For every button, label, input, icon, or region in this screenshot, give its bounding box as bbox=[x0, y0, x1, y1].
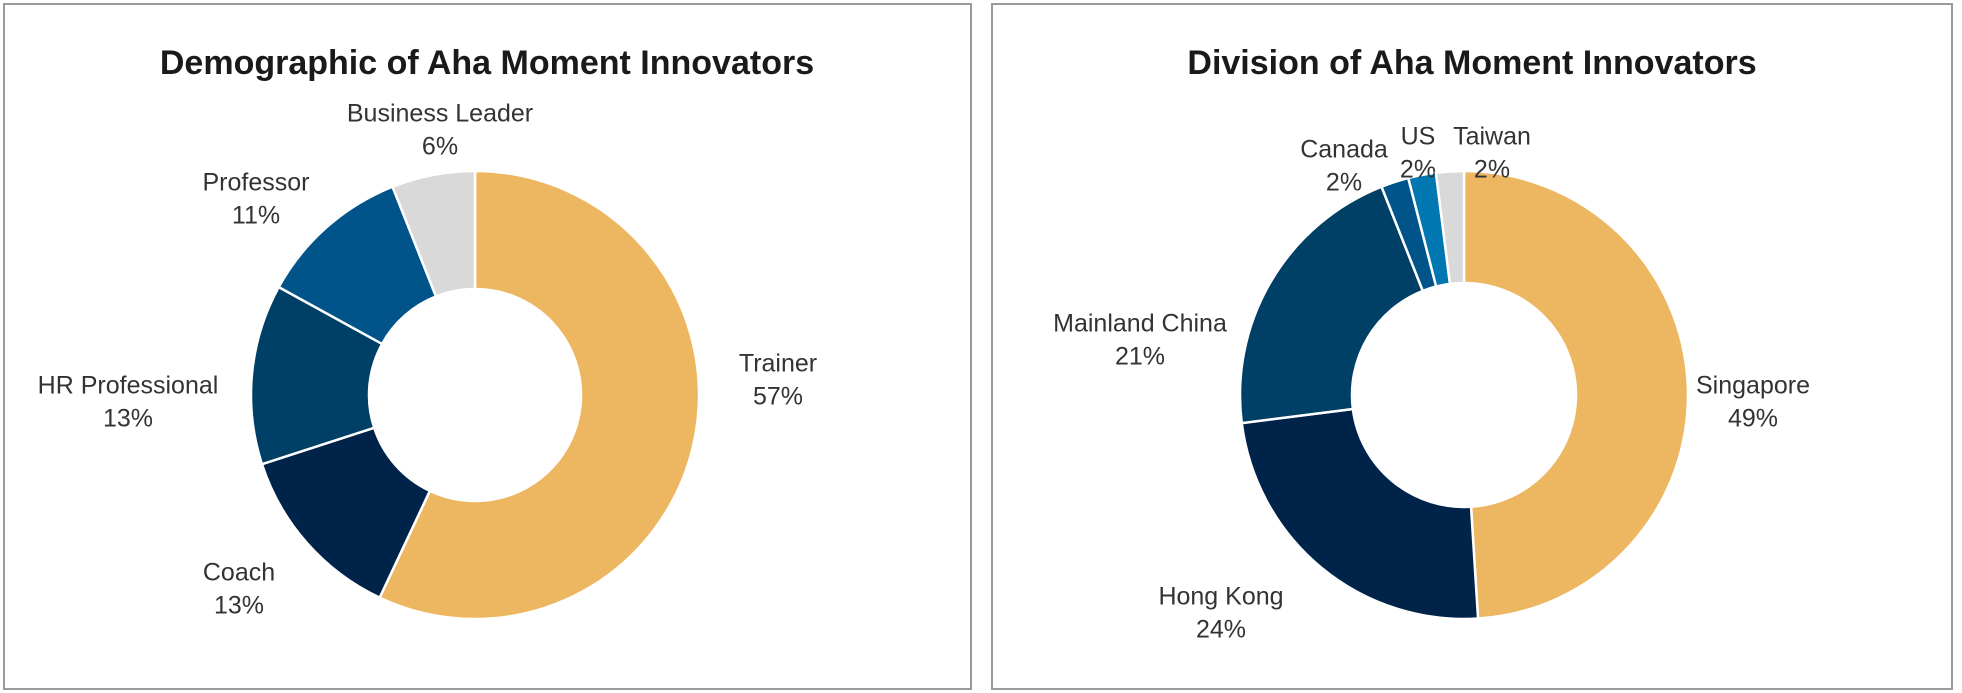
slice-label: Singapore bbox=[1696, 372, 1810, 400]
slice-value-label: 2% bbox=[1326, 169, 1362, 197]
slice-value-label: 2% bbox=[1400, 156, 1436, 184]
donut-slice bbox=[1238, 185, 1425, 425]
slice-label: Professor bbox=[203, 169, 310, 197]
donut-slice bbox=[1434, 169, 1466, 286]
slice-value-label: 13% bbox=[214, 592, 264, 620]
chart-title: Division of Aha Moment Innovators bbox=[1187, 44, 1756, 82]
slice-value-label: 2% bbox=[1474, 156, 1510, 184]
slice-label: Business Leader bbox=[347, 100, 533, 128]
donut-slice bbox=[1240, 407, 1480, 621]
donut-slice bbox=[1462, 169, 1690, 620]
chart-title: Demographic of Aha Moment Innovators bbox=[160, 44, 814, 82]
slice-value-label: 21% bbox=[1115, 343, 1165, 371]
slice-value-label: 13% bbox=[103, 405, 153, 433]
donut-slice bbox=[390, 169, 477, 299]
slice-label: Coach bbox=[203, 559, 275, 587]
donut-slice bbox=[377, 169, 701, 621]
slice-value-label: 11% bbox=[232, 202, 280, 230]
slice-label: Mainland China bbox=[1053, 310, 1227, 338]
slice-label: Trainer bbox=[739, 350, 817, 378]
slice-label: US bbox=[1401, 123, 1436, 151]
slice-value-label: 57% bbox=[753, 383, 803, 411]
slice-label: Canada bbox=[1300, 136, 1388, 164]
slice-label: Taiwan bbox=[1453, 123, 1531, 151]
slice-value-label: 24% bbox=[1196, 616, 1246, 644]
slice-label: HR Professional bbox=[38, 372, 219, 400]
slice-value-label: 6% bbox=[422, 133, 458, 161]
slice-value-label: 49% bbox=[1728, 405, 1778, 433]
slice-label: Hong Kong bbox=[1158, 583, 1283, 611]
